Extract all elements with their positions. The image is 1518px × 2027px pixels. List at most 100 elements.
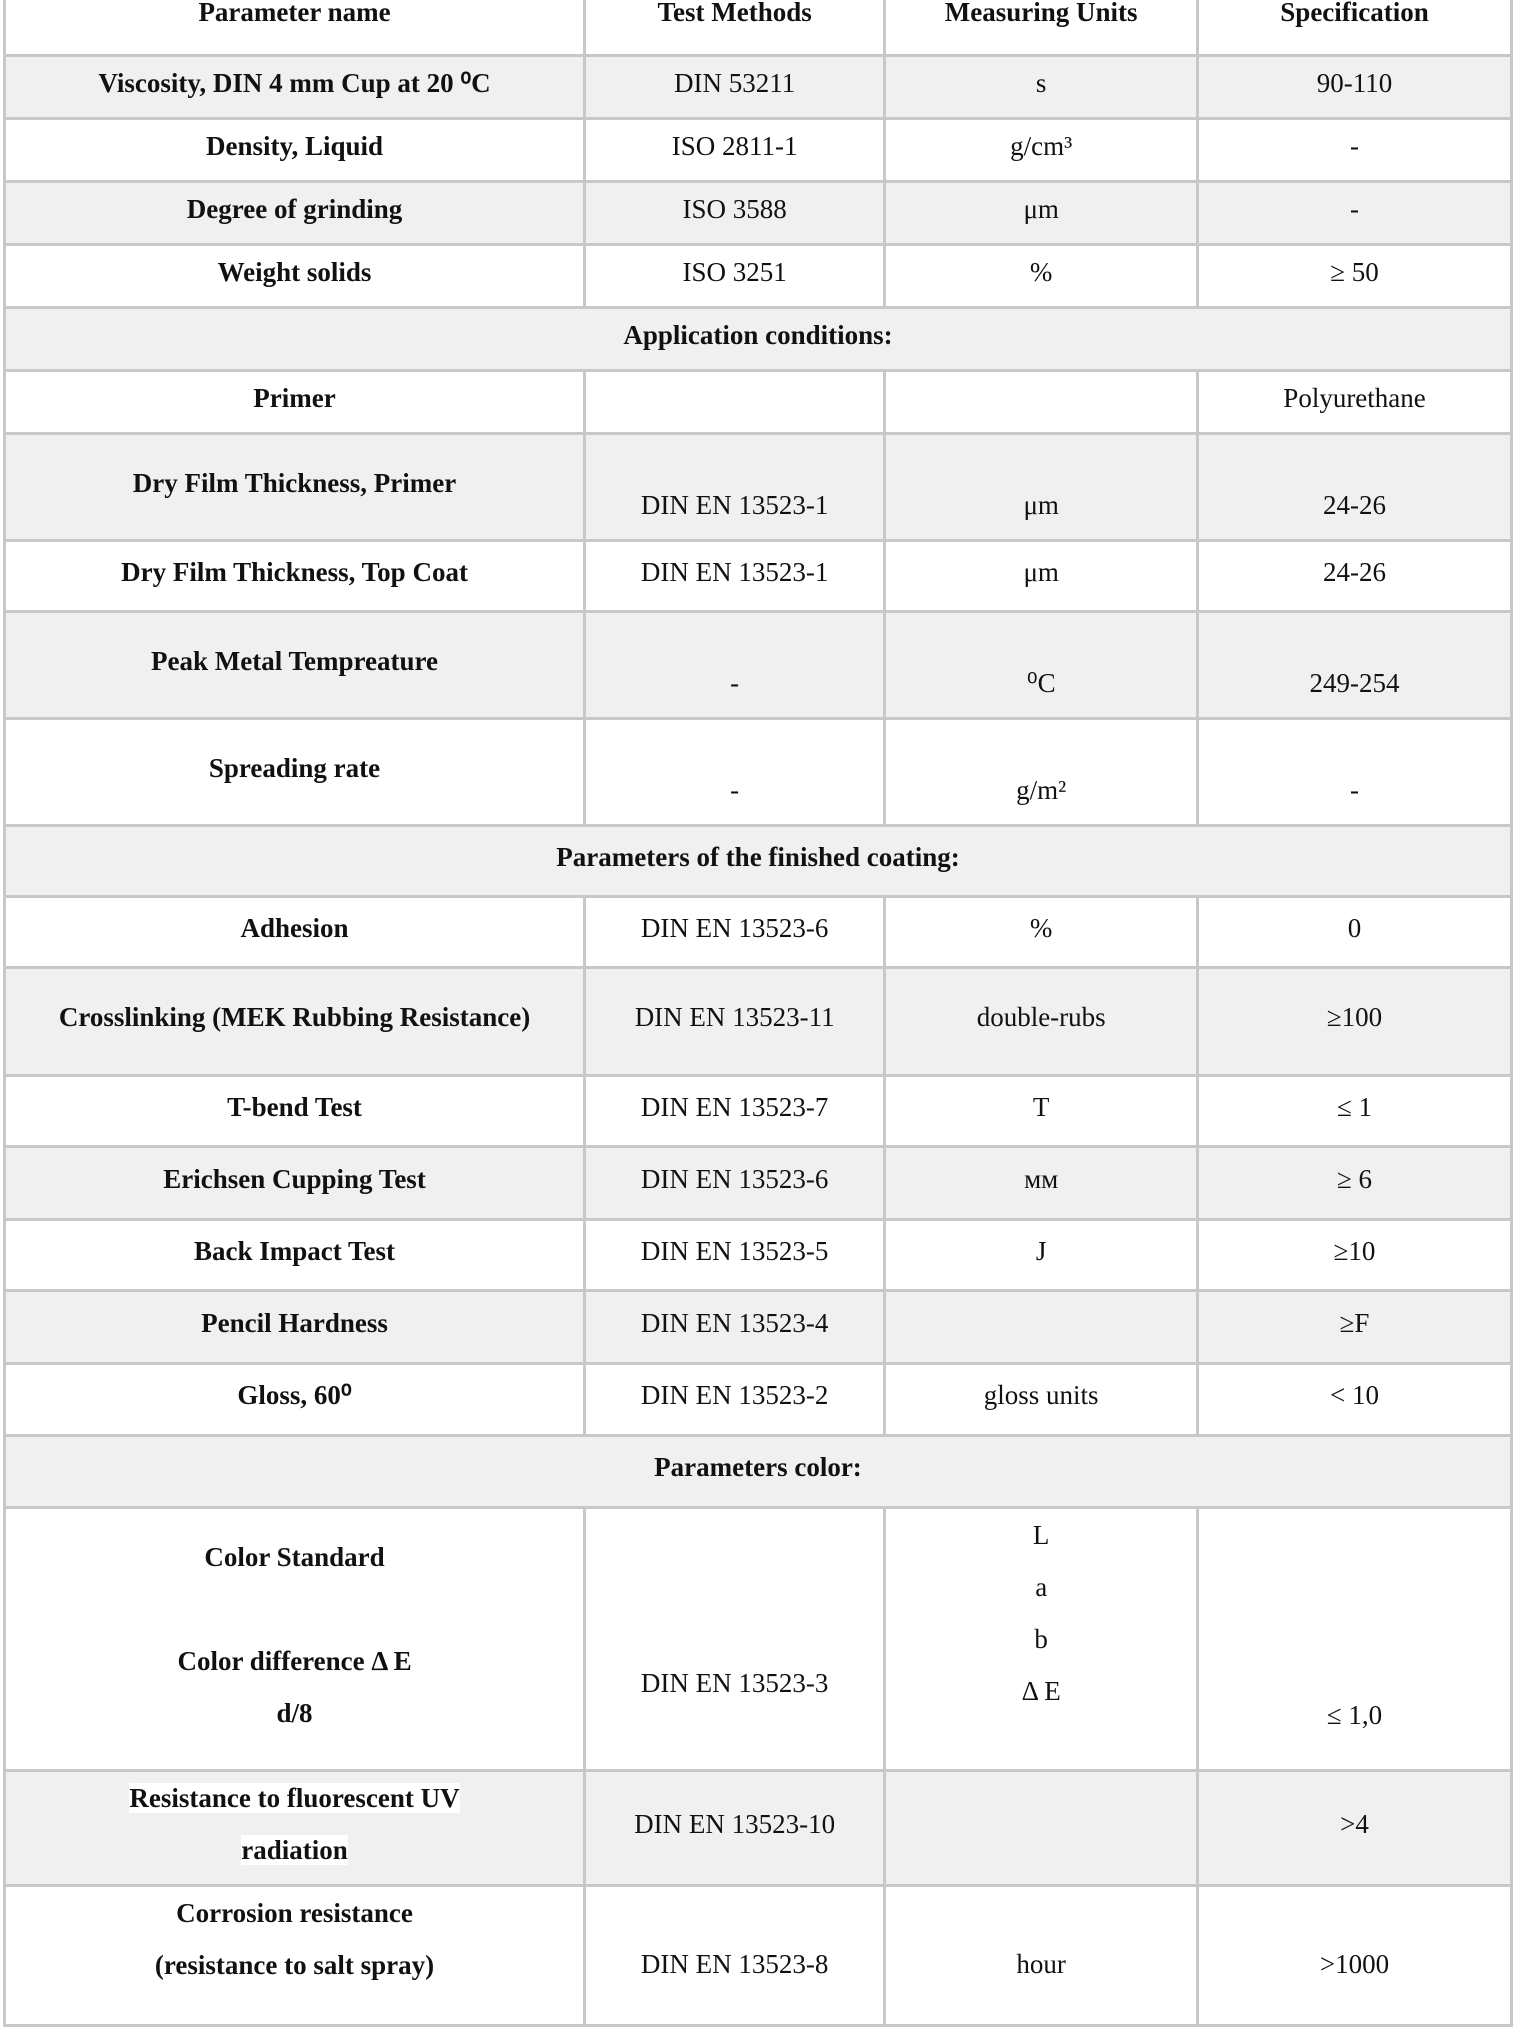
table-row: Viscosity, DIN 4 mm Cup at 20 ⁰C DIN 5321…: [2, 53, 1513, 120]
cell-line: b: [1034, 1623, 1048, 1654]
cell-line: L: [1032, 1519, 1050, 1550]
specification-cell: >4: [1196, 1768, 1513, 1887]
test-method-cell: ISO 3251: [583, 242, 887, 309]
header-row: Parameter name Test Methods Measuring Unit…: [2, 0, 1513, 57]
specification-cell: 249-254: [1196, 609, 1513, 720]
table-row: Crosslinking (MEK Rubbing Resistance) DIN…: [2, 965, 1513, 1077]
parameter-name-cell: Density, Liquid: [2, 116, 587, 183]
unit-cell: hour: [883, 1883, 1200, 2027]
unit-cell: double-rubs: [883, 965, 1200, 1077]
test-method-cell: DIN EN 13523-1: [583, 431, 887, 542]
table-row: Peak Metal Tempreature - ⁰C 249-254: [2, 609, 1513, 720]
table-row: Erichsen Cupping Test DIN EN 13523-6 мм ≥ 6: [2, 1144, 1513, 1221]
parameter-name-cell: Erichsen Cupping Test: [2, 1144, 587, 1221]
parameter-name-cell: Degree of grinding: [2, 179, 587, 246]
test-method-cell: DIN EN 13523-1: [583, 538, 887, 613]
unit-cell: ⁰C: [883, 609, 1200, 720]
column-header-specification: Specification: [1196, 0, 1513, 57]
table-row: Adhesion DIN EN 13523-6% 0: [2, 894, 1513, 969]
cell-line: (resistance to salt spray): [154, 1949, 435, 1980]
specification-cell: ≥ 6: [1196, 1144, 1513, 1221]
table-row: Degree of grinding ISO 3588 μm -: [2, 179, 1513, 246]
test-method-cell: DIN 53211: [583, 53, 887, 120]
parameter-name-cell: Pencil Hardness: [2, 1288, 587, 1365]
parameter-name-cell: Adhesion: [2, 894, 587, 969]
test-method-cell: DIN EN 13523-6: [583, 894, 887, 969]
table-row: Color Standard Color difference Δ E d/8 DIN…: [2, 1505, 1513, 1772]
unit-cell: %: [883, 894, 1200, 969]
table-row: Dry Film Thickness, Primer DIN EN 13523-1…: [2, 431, 1513, 542]
cell-line: d/8: [276, 1697, 313, 1728]
unit-cell: J: [883, 1217, 1200, 1292]
test-method-cell: DIN EN 13523-8: [583, 1883, 887, 2027]
test-method-cell: [583, 368, 887, 435]
unit-cell: [883, 368, 1200, 435]
table-row: Gloss, 60⁰ DIN EN 13523-2 gloss units < 10: [2, 1361, 1513, 1437]
test-method-cell: ISO 3588: [583, 179, 887, 246]
specification-cell: ≥F: [1196, 1288, 1513, 1365]
unit-cell: [883, 1288, 1200, 1365]
column-header-parameter-name: Parameter name: [2, 0, 587, 57]
specification-cell: 90-110: [1196, 53, 1513, 120]
test-method-cell: DIN EN 13523-4: [583, 1288, 887, 1365]
parameter-name-cell: Color Standard Color difference Δ E d/8: [2, 1505, 587, 1772]
cell-line: [12, 1583, 577, 1635]
test-method-cell: DIN EN 13523-11: [583, 965, 887, 1077]
test-method-cell: -: [583, 609, 887, 720]
section-row: Parameters of the finished coating:: [3, 823, 1513, 898]
cell-line: Color difference Δ E: [177, 1645, 412, 1676]
cell-line: Corrosion resistance: [176, 1897, 413, 1928]
table-row: Corrosion resistance (resistance to salt …: [2, 1883, 1513, 2027]
test-method-cell: ISO 2811-1: [583, 116, 887, 183]
specification-cell: ≥ 50: [1196, 242, 1513, 309]
test-method-cell: -: [583, 716, 887, 827]
parameter-name-cell: Resistance to fluorescent UV radiation: [2, 1768, 587, 1887]
unit-cell: g/m²: [883, 716, 1200, 827]
column-header-measuring-units: Measuring Units: [883, 0, 1200, 57]
unit-cell: g/cm³: [883, 116, 1200, 183]
section-row: Application conditions:: [3, 305, 1513, 372]
parameter-name-cell: Back Impact Test: [2, 1217, 587, 1292]
parameter-name-cell: Weight solids: [2, 242, 587, 309]
test-method-cell: DIN EN 13523-5: [583, 1217, 887, 1292]
specification-cell: < 10: [1196, 1361, 1513, 1437]
parameter-name-cell: Dry Film Thickness, Top Coat: [2, 538, 587, 613]
parameter-name-cell: Viscosity, DIN 4 mm Cup at 20 ⁰C: [2, 53, 587, 120]
parameter-name-cell: T-bend Test: [2, 1073, 587, 1148]
table-row: Density, Liquid ISO 2811-1 g/cm³ -: [2, 116, 1513, 183]
parameter-name-cell: Gloss, 60⁰: [2, 1361, 587, 1437]
specification-cell: ≥10: [1196, 1217, 1513, 1292]
specification-cell: -: [1196, 179, 1513, 246]
parameter-name-cell: Crosslinking (MEK Rubbing Resistance): [2, 965, 587, 1077]
section-row: Parameters color:: [3, 1433, 1513, 1509]
table-row: Primer Polyurethane: [2, 368, 1513, 435]
table-row: Dry Film Thickness, Top Coat DIN EN 13523…: [2, 538, 1513, 613]
unit-cell: T: [883, 1073, 1200, 1148]
section-title: Parameters of the finished coating:: [3, 823, 1513, 898]
unit-cell: %: [883, 242, 1200, 309]
unit-cell: s: [883, 53, 1200, 120]
parameter-name-cell: Spreading rate: [2, 716, 587, 827]
table-row: Weight solids ISO 3251% ≥ 50: [2, 242, 1513, 309]
unit-cell: μm: [883, 538, 1200, 613]
cell-line: radiation: [241, 1834, 348, 1865]
specification-cell: -: [1196, 716, 1513, 827]
specification-cell: >1000: [1196, 1883, 1513, 2027]
parameter-name-cell: Primer: [2, 368, 587, 435]
test-method-cell: DIN EN 13523-10: [583, 1768, 887, 1887]
unit-cell: μm: [883, 179, 1200, 246]
unit-cell: gloss units: [883, 1361, 1200, 1437]
table-row: Resistance to fluorescent UV radiation DIN…: [2, 1768, 1513, 1887]
specification-cell: 0: [1196, 894, 1513, 969]
specification-cell: -: [1196, 116, 1513, 183]
unit-cell: μm: [883, 431, 1200, 542]
cell-line: Color Standard: [204, 1541, 385, 1572]
column-header-test-methods: Test Methods: [583, 0, 887, 57]
section-title: Parameters color:: [3, 1433, 1513, 1509]
specification-cell: ≤ 1,0: [1196, 1505, 1513, 1772]
table-row: Back Impact Test DIN EN 13523-5 J ≥10: [2, 1217, 1513, 1292]
specification-cell: ≥100: [1196, 965, 1513, 1077]
cell-line: Resistance to fluorescent UV: [129, 1782, 460, 1813]
